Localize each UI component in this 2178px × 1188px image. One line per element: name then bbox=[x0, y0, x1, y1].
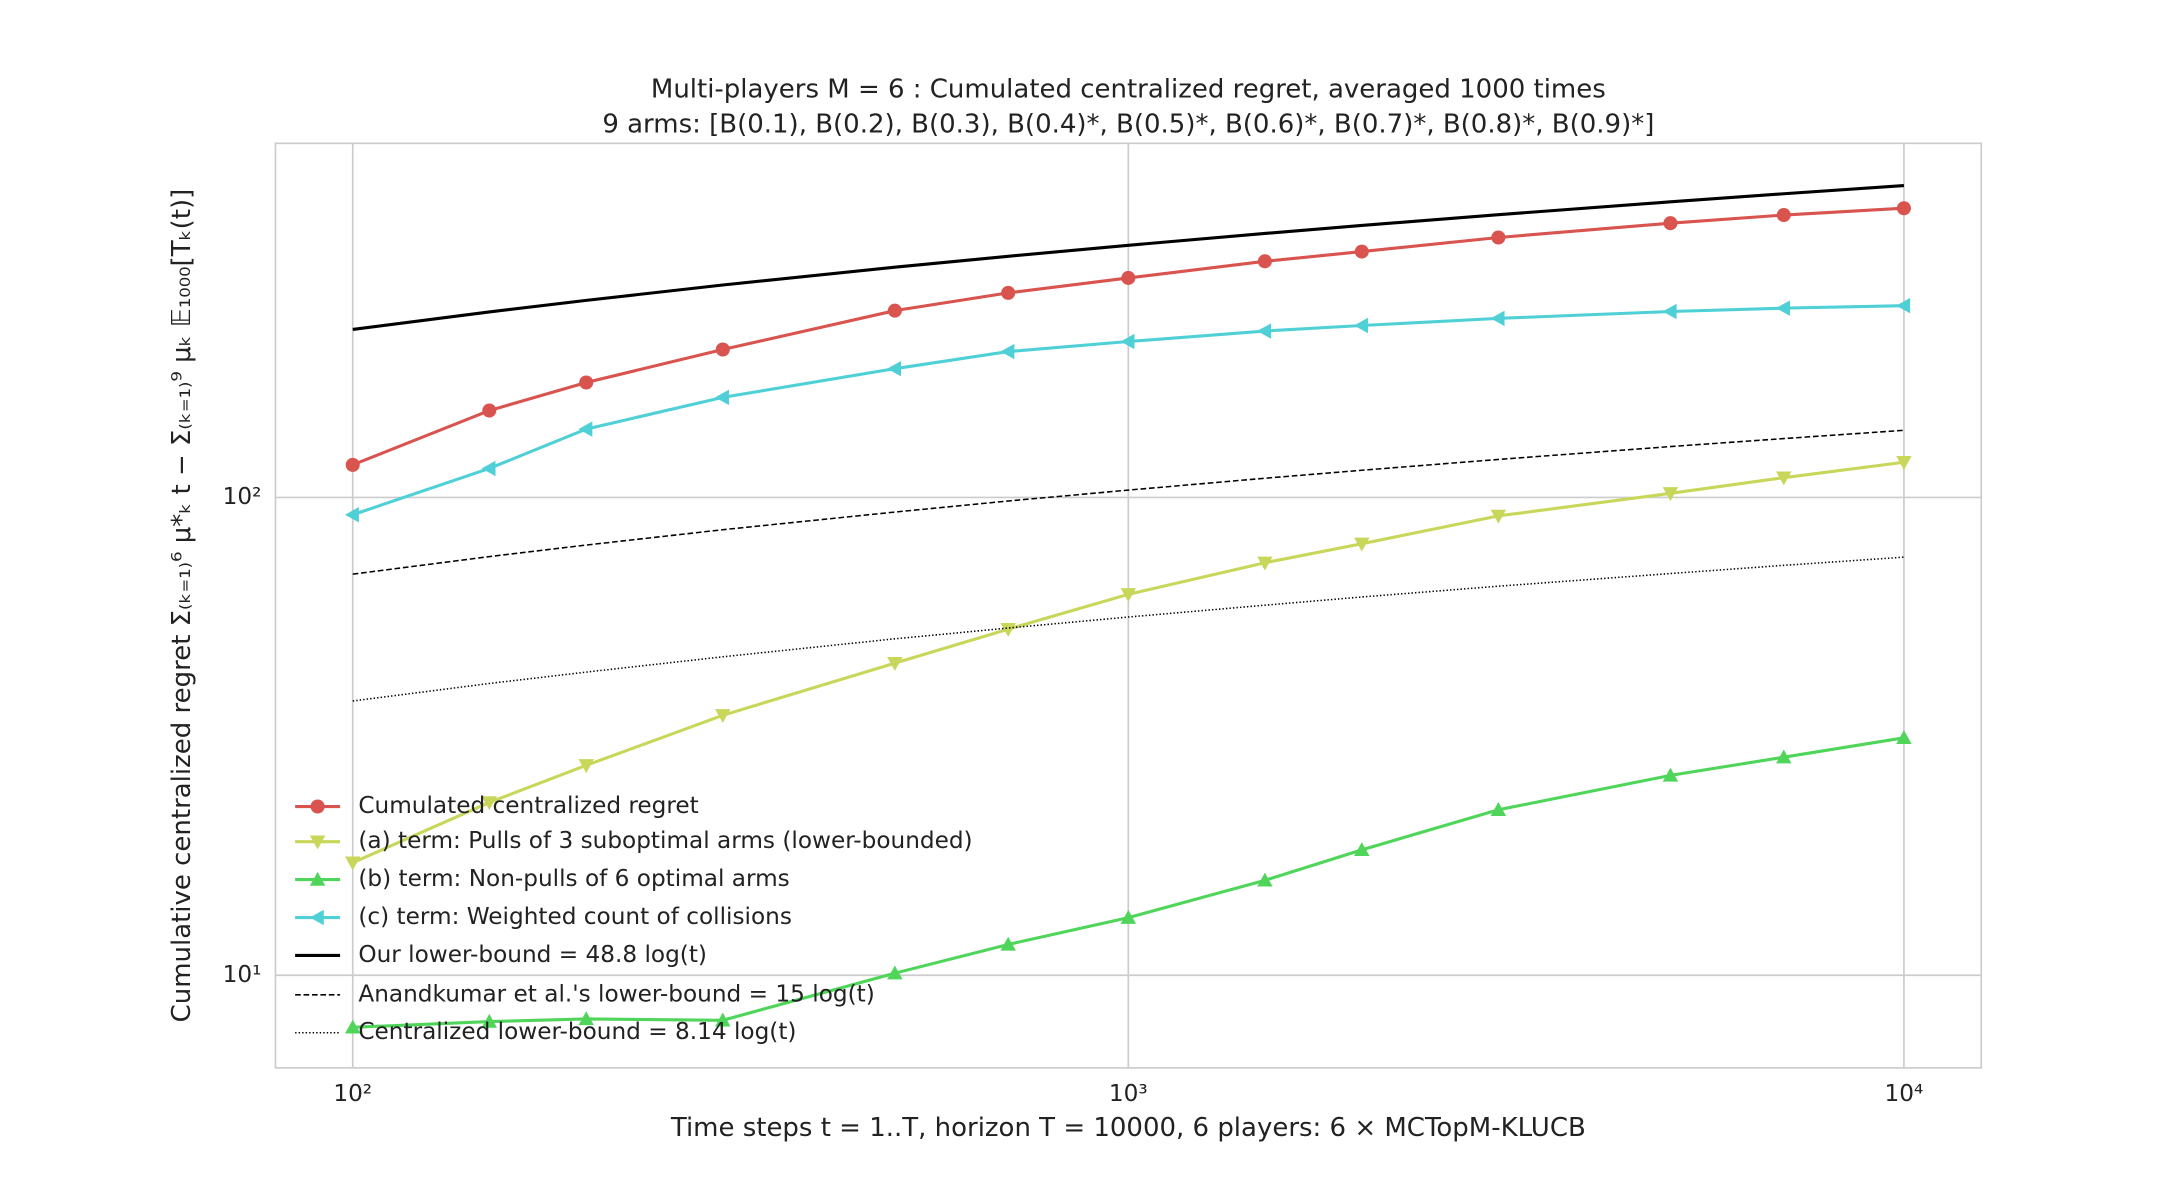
marker bbox=[1896, 201, 1911, 216]
marker bbox=[1490, 802, 1507, 816]
marker bbox=[310, 799, 325, 814]
marker bbox=[481, 1013, 498, 1028]
marker bbox=[579, 375, 594, 390]
marker bbox=[1491, 230, 1506, 245]
legend: Cumulated centralized regret (a) term: Pu… bbox=[295, 792, 973, 1045]
marker bbox=[1354, 244, 1369, 259]
marker bbox=[887, 303, 902, 318]
legend-label: Centralized lower-bound = 8.14 log(t) bbox=[358, 1018, 796, 1045]
y-axis-label: Cumulative centralized regret Σ₍ₖ₌₁₎⁶ μ*… bbox=[167, 189, 197, 1023]
marker bbox=[578, 759, 594, 774]
legend-label: Anandkumar et al.'s lower-bound = 15 log… bbox=[358, 980, 874, 1007]
marker bbox=[1000, 343, 1015, 360]
x-tick-label: 10³ bbox=[1109, 1080, 1148, 1107]
legend-label: Cumulated centralized regret bbox=[358, 792, 698, 819]
marker bbox=[345, 507, 359, 523]
marker bbox=[887, 360, 902, 377]
marker bbox=[1120, 588, 1137, 603]
marker bbox=[1354, 842, 1370, 857]
marker bbox=[715, 342, 730, 357]
marker bbox=[1257, 872, 1273, 887]
chart-subtitle: 9 arms: [B(0.1), B(0.2), B(0.3), B(0.4)*… bbox=[602, 110, 1654, 140]
marker bbox=[887, 656, 903, 671]
marker bbox=[1776, 208, 1791, 223]
marker bbox=[1662, 487, 1679, 502]
marker bbox=[1120, 333, 1135, 350]
marker bbox=[481, 796, 498, 811]
marker bbox=[1490, 310, 1505, 327]
marker bbox=[1896, 730, 1912, 745]
series-line bbox=[352, 184, 1905, 331]
marker bbox=[345, 457, 360, 472]
marker bbox=[1896, 456, 1912, 470]
marker bbox=[1121, 270, 1136, 285]
x-tick-label: 10² bbox=[333, 1080, 372, 1107]
marker bbox=[1490, 509, 1507, 524]
marker bbox=[1354, 317, 1368, 334]
marker bbox=[715, 709, 731, 724]
marker bbox=[1257, 323, 1272, 339]
marker bbox=[1776, 471, 1792, 486]
y-tick-label: 10¹ bbox=[223, 961, 262, 988]
marker bbox=[1257, 556, 1273, 571]
series-line bbox=[352, 429, 1904, 575]
marker bbox=[1001, 285, 1016, 300]
marker bbox=[482, 403, 497, 418]
x-tick-label: 10⁴ bbox=[1885, 1080, 1924, 1107]
marker bbox=[715, 1012, 731, 1027]
chart-title: Multi-players M = 6 : Cumulated centrali… bbox=[651, 74, 1606, 104]
marker bbox=[309, 835, 326, 850]
marker bbox=[1662, 767, 1679, 782]
legend-label: Our lower-bound = 48.8 log(t) bbox=[358, 941, 707, 968]
y-tick-label: 10² bbox=[223, 483, 262, 510]
x-axis-label: Time steps t = 1..T, horizon T = 10000, … bbox=[670, 1113, 1586, 1143]
legend-label: (a) term: Pulls of 3 suboptimal arms (lo… bbox=[358, 827, 972, 854]
marker bbox=[1000, 623, 1016, 637]
marker bbox=[345, 1019, 361, 1034]
legend-label: (b) term: Non-pulls of 6 optimal arms bbox=[358, 865, 789, 892]
marker bbox=[715, 389, 729, 406]
marker bbox=[309, 871, 326, 886]
marker bbox=[1000, 936, 1016, 951]
marker bbox=[887, 965, 903, 980]
marker bbox=[1776, 749, 1792, 764]
marker bbox=[481, 460, 496, 477]
marker bbox=[1120, 909, 1137, 924]
marker bbox=[578, 1011, 594, 1026]
marker bbox=[578, 421, 593, 437]
marker bbox=[1257, 254, 1272, 269]
legend-label: (c) term: Weighted count of collisions bbox=[358, 903, 792, 930]
series-line bbox=[352, 556, 1904, 702]
marker bbox=[1663, 216, 1678, 231]
marker bbox=[1776, 300, 1790, 316]
marker bbox=[1354, 537, 1370, 552]
marker bbox=[309, 909, 324, 926]
marker bbox=[1896, 297, 1911, 314]
marker bbox=[345, 856, 361, 871]
marker bbox=[1662, 303, 1677, 320]
